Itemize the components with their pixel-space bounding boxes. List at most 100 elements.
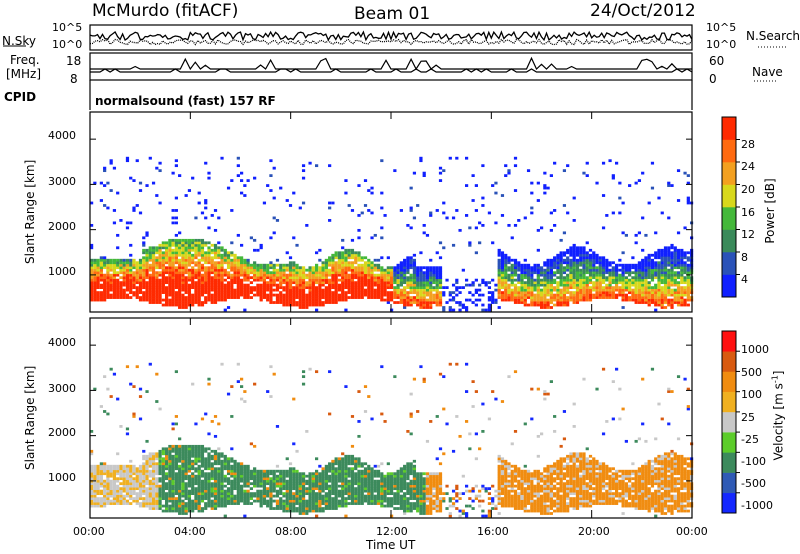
power-ytick-4000: 4000	[48, 129, 76, 142]
power-cell	[155, 261, 159, 265]
power-cell	[181, 241, 185, 245]
velocity-cell	[145, 467, 149, 471]
power-cell	[676, 283, 681, 287]
power-cell	[598, 256, 602, 260]
power-cell	[321, 261, 325, 265]
velocity-cell	[191, 492, 195, 495]
power-cell	[683, 226, 687, 230]
velocity-cell	[249, 487, 253, 491]
power-cell	[220, 273, 224, 277]
power-cell	[373, 293, 377, 297]
velocity-cell	[155, 484, 159, 488]
power-cell	[637, 273, 642, 277]
power-cell	[474, 298, 478, 302]
power-cell	[553, 209, 557, 212]
power-cell	[314, 281, 319, 285]
velocity-cell	[204, 492, 208, 495]
power-cell	[406, 301, 410, 304]
power-cell	[331, 258, 335, 262]
velocity-cell	[285, 502, 289, 505]
power-cell	[171, 296, 175, 299]
velocity-cell	[354, 489, 358, 493]
power-cell	[549, 261, 553, 265]
power-cell	[308, 296, 312, 299]
power-cell	[608, 273, 612, 277]
velocity-cell	[220, 504, 224, 508]
velocity-cell	[210, 477, 214, 481]
power-cell	[236, 293, 240, 297]
velocity-cell	[138, 464, 143, 468]
power-cell	[660, 258, 664, 262]
power-cell	[168, 248, 172, 252]
power-cell	[654, 298, 658, 302]
power-cell	[145, 291, 149, 294]
power-cell	[670, 271, 674, 275]
power-cell	[442, 246, 446, 250]
velocity-cell	[243, 494, 247, 498]
power-cell	[549, 288, 553, 292]
power-cell	[158, 286, 162, 289]
power-cell	[246, 179, 250, 182]
velocity-cell	[220, 454, 224, 458]
power-cell	[667, 258, 671, 262]
power-cell	[641, 273, 645, 277]
power-cell	[226, 186, 231, 190]
power-cell	[207, 296, 211, 299]
power-cell	[96, 266, 100, 270]
power-cell	[389, 276, 394, 280]
power-cell	[181, 306, 185, 309]
power-cell	[680, 253, 684, 257]
power-cell	[539, 266, 544, 270]
power-cell	[191, 276, 195, 280]
velocity-cell	[106, 469, 110, 473]
power-cell	[184, 278, 188, 282]
power-cell	[383, 278, 387, 282]
power-cell	[497, 263, 501, 267]
power-cell	[644, 286, 648, 289]
velocity-cell	[210, 482, 214, 486]
power-cell	[575, 291, 580, 294]
velocity-cell	[226, 392, 231, 396]
power-cell	[409, 226, 413, 230]
power-cell	[455, 293, 459, 297]
velocity-cell	[184, 444, 188, 448]
velocity-cell	[334, 492, 338, 495]
velocity-cell	[200, 472, 205, 476]
power-cell	[569, 298, 573, 302]
power-cell	[598, 261, 602, 265]
velocity-cell	[275, 474, 280, 478]
power-cell	[559, 291, 563, 294]
power-cell	[314, 288, 319, 292]
power-cell	[533, 298, 537, 302]
power-cell	[579, 293, 583, 297]
velocity-cell	[161, 484, 165, 488]
velocity-cell	[96, 472, 100, 476]
power-cell	[425, 268, 430, 272]
power-cell	[592, 281, 596, 285]
power-cell	[559, 258, 563, 262]
velocity-cell	[350, 484, 355, 488]
power-cell	[582, 258, 586, 262]
velocity-cell	[210, 492, 214, 495]
velocity-cell	[168, 472, 172, 476]
velocity-cell	[226, 494, 231, 498]
power-cell	[328, 291, 332, 294]
power-cell	[125, 288, 130, 292]
velocity-cell	[266, 474, 270, 478]
velocity-cell	[158, 452, 162, 456]
power-cell	[598, 293, 602, 297]
velocity-cell	[223, 497, 227, 500]
velocity-cell	[112, 472, 117, 476]
power-cell	[370, 296, 374, 299]
power-cell	[181, 296, 185, 299]
power-cell	[168, 251, 172, 255]
velocity-cell	[135, 365, 139, 369]
velocity-cell	[155, 452, 159, 456]
power-cell	[220, 156, 224, 160]
power-cell	[161, 243, 165, 247]
power-cell	[233, 296, 237, 299]
power-cell	[637, 261, 642, 265]
power-cell	[181, 258, 185, 262]
power-cell	[318, 278, 322, 282]
power-cell	[425, 288, 430, 292]
